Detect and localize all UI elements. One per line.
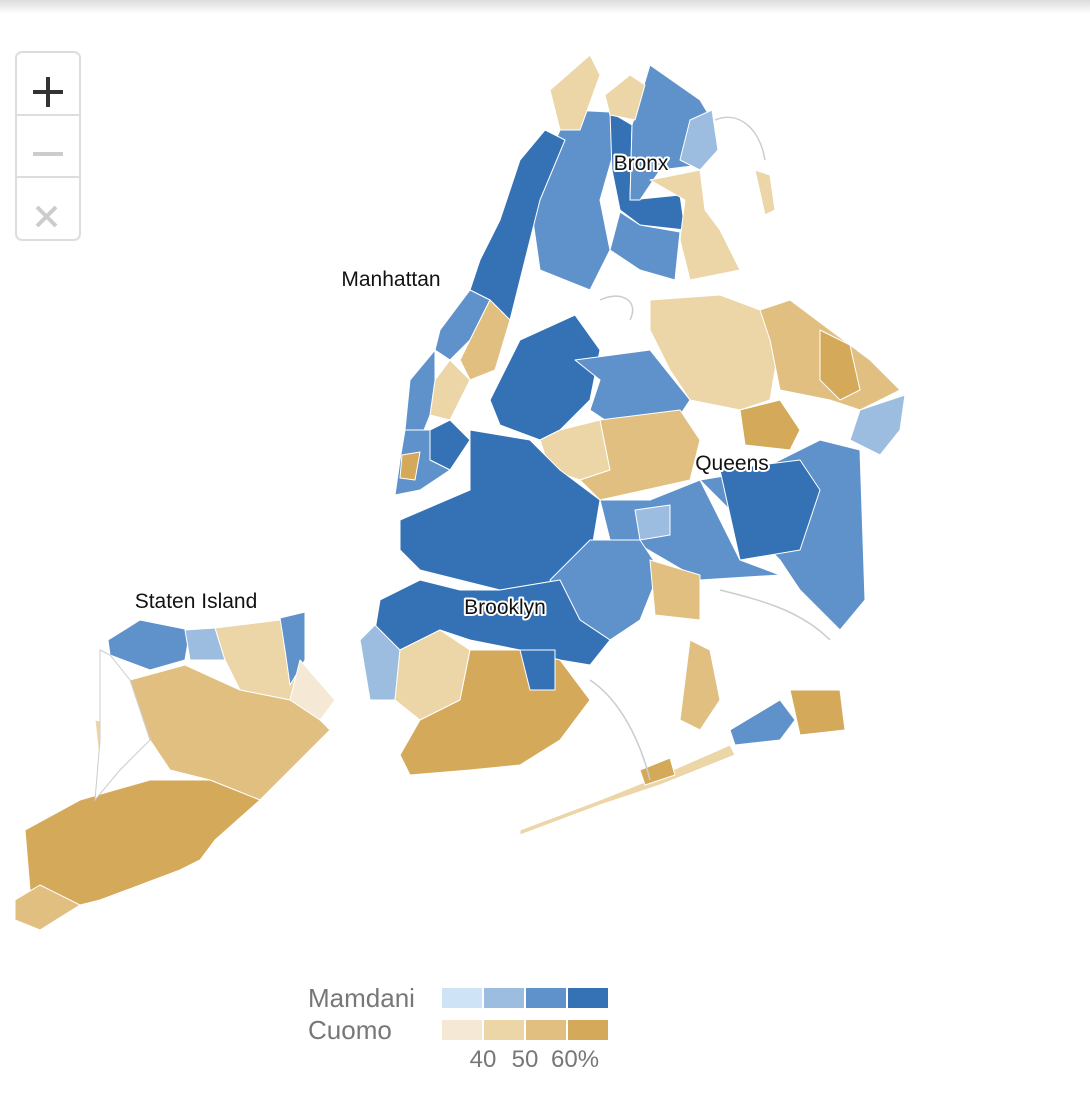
legend-tick: 60% (551, 1046, 599, 1073)
legend-swatch (442, 988, 482, 1008)
district (404, 349, 436, 441)
legend-swatch (526, 988, 566, 1008)
district (399, 451, 421, 481)
legend-name: Mamdani (308, 983, 415, 1013)
legend-tick: 40 (470, 1046, 497, 1073)
district (489, 314, 601, 441)
shoreline (589, 116, 831, 781)
legend-swatch (484, 1020, 524, 1040)
district (649, 559, 701, 621)
district (24, 779, 261, 911)
legend-name: Cuomo (308, 1015, 392, 1045)
legend-tick: 50 (512, 1046, 539, 1073)
reset-button[interactable] (17, 178, 79, 239)
legend-swatch (568, 988, 608, 1008)
land (94, 649, 151, 802)
map (14, 54, 906, 931)
district (849, 394, 906, 456)
district (739, 399, 801, 451)
top-shadow (0, 0, 1090, 14)
district (429, 359, 471, 421)
district (649, 169, 741, 281)
legend-swatch (526, 1020, 566, 1040)
district (459, 299, 511, 381)
zoom-controls (15, 51, 81, 241)
district (519, 744, 736, 836)
borough-label: Manhattan (341, 268, 440, 291)
legend-swatch (442, 1020, 482, 1040)
zoom-panel (15, 51, 81, 241)
zoom-out-button[interactable] (17, 116, 79, 176)
button-area[interactable] (17, 178, 79, 239)
district (609, 211, 681, 281)
district (649, 294, 781, 411)
zoom-in-button[interactable] (17, 53, 79, 114)
district (519, 649, 556, 691)
district (14, 884, 81, 931)
district (639, 757, 676, 786)
district (107, 619, 191, 671)
district (129, 664, 331, 801)
district (679, 109, 719, 171)
district (604, 74, 646, 121)
borough-label: Bronx (614, 152, 669, 175)
district (819, 329, 861, 401)
district (729, 699, 796, 746)
district (579, 409, 701, 501)
district (634, 504, 671, 541)
borough-label: Staten Island (135, 590, 258, 613)
close-icon (35, 205, 58, 228)
borough-label: Brooklyn (464, 596, 546, 619)
district (754, 169, 776, 216)
borough-label: Queens (695, 452, 769, 475)
labels: Bronx Manhattan Queens Brooklyn Staten I… (133, 150, 771, 621)
legend-swatch (568, 1020, 608, 1040)
legend-swatch (484, 988, 524, 1008)
plus-icon (33, 77, 63, 107)
district (549, 54, 601, 131)
district (679, 639, 721, 731)
district (719, 459, 821, 561)
button-area[interactable] (17, 116, 79, 176)
district (789, 689, 846, 736)
